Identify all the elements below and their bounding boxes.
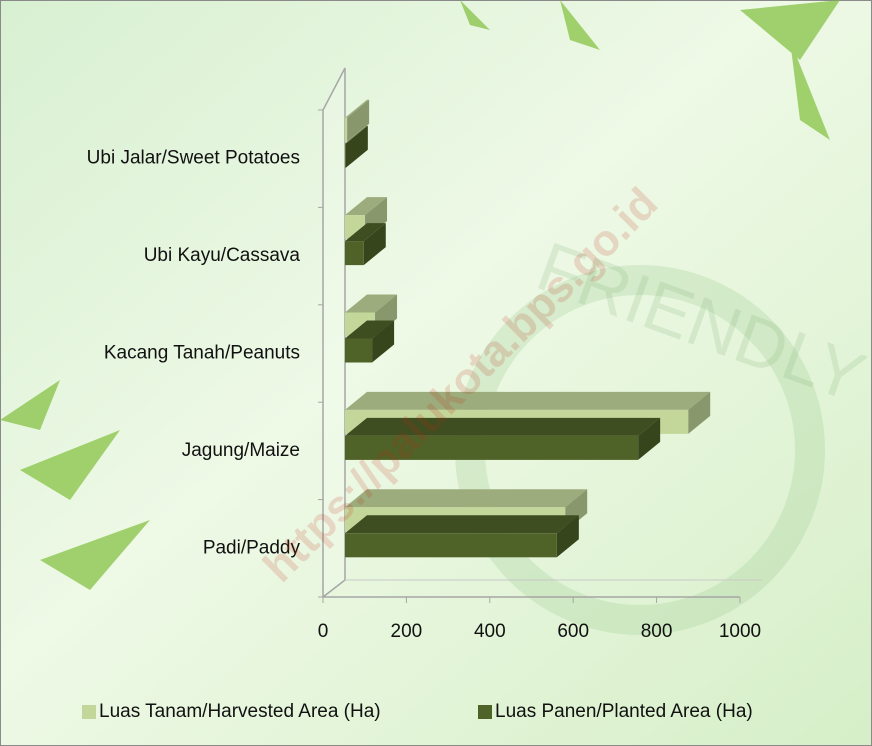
bar xyxy=(345,241,364,266)
bar-top xyxy=(345,320,395,339)
x-tick-label: 0 xyxy=(318,621,329,642)
y-tick-label: Kacang Tanah/Peanuts xyxy=(104,343,300,364)
bar-group xyxy=(345,99,370,142)
bar-top xyxy=(345,99,370,118)
bar xyxy=(345,533,557,558)
bar-top xyxy=(345,125,368,144)
chart-walls xyxy=(322,67,762,598)
y-tick-label: Jagung/Maize xyxy=(182,440,300,461)
bar-side xyxy=(688,391,711,434)
bar-side xyxy=(372,320,395,363)
bar-top xyxy=(345,417,661,436)
bar-side xyxy=(638,417,661,460)
bar-top xyxy=(345,489,588,508)
x-tick-label: 1000 xyxy=(719,621,761,642)
bar-side xyxy=(556,515,579,558)
x-tick-label: 800 xyxy=(641,621,673,642)
x-tick-label: 600 xyxy=(557,621,589,642)
bar xyxy=(345,117,348,142)
bar-group xyxy=(345,223,386,266)
bar-top xyxy=(345,391,711,410)
bar-side xyxy=(347,99,370,142)
legend-swatch xyxy=(82,705,96,719)
y-tick-label: Ubi Kayu/Cassava xyxy=(144,245,301,266)
legend-label: Luas Panen/Planted Area (Ha) xyxy=(495,701,753,722)
bar-side xyxy=(363,223,386,266)
bar-group xyxy=(345,320,395,363)
legend-swatch xyxy=(478,705,492,719)
bar-group xyxy=(345,125,368,168)
bar xyxy=(345,338,373,363)
x-tick-label: 200 xyxy=(391,621,423,642)
bar-group xyxy=(345,515,579,558)
bar xyxy=(345,143,346,168)
bar xyxy=(345,435,639,460)
bar-top xyxy=(345,515,579,534)
legend-label: Luas Tanam/Harvested Area (Ha) xyxy=(99,701,381,722)
bar-top xyxy=(345,294,398,313)
bar-group xyxy=(345,417,661,460)
y-tick-label: Ubi Jalar/Sweet Potatoes xyxy=(87,148,300,169)
x-tick-label: 400 xyxy=(474,621,506,642)
bar-top xyxy=(345,223,386,242)
bar-side xyxy=(345,125,368,168)
y-tick-label: Padi/Paddy xyxy=(203,537,301,558)
bar-top xyxy=(345,197,388,216)
